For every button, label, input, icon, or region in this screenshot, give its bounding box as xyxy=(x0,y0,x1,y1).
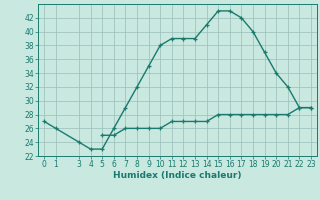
X-axis label: Humidex (Indice chaleur): Humidex (Indice chaleur) xyxy=(113,171,242,180)
